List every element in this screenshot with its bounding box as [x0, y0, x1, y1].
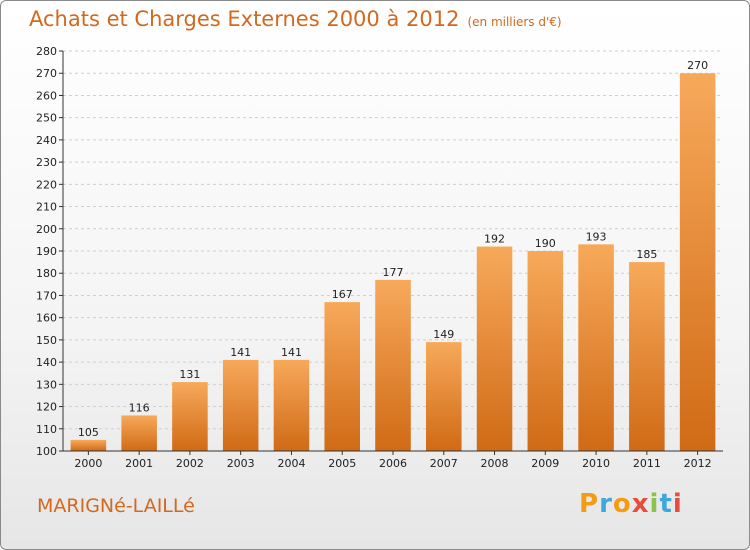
y-tick-label: 120: [36, 401, 57, 414]
y-tick-label: 100: [36, 445, 57, 458]
chart-unit: (en milliers d'€): [467, 15, 562, 29]
y-tick-label: 260: [36, 89, 57, 102]
x-tick-label: 2001: [125, 457, 153, 470]
y-tick-label: 200: [36, 223, 57, 236]
chart-title-text: Achats et Charges Externes 2000 à 2012: [29, 7, 460, 31]
x-tick-label: 2004: [277, 457, 305, 470]
y-tick-label: 210: [36, 201, 57, 214]
proxiti-logo: Proxiti: [579, 489, 683, 519]
bar-value-label: 185: [636, 248, 657, 261]
y-tick-label: 180: [36, 267, 57, 280]
bar-value-label: 141: [281, 346, 302, 359]
logo-letter: i: [672, 489, 683, 519]
y-tick-label: 240: [36, 134, 57, 147]
bar-value-label: 190: [535, 237, 556, 250]
x-axis-tick-labels: 2000 2001 2002 2003 2004 2005 2006 2007 2008 2009…: [74, 451, 712, 470]
bar-value-label: 270: [687, 59, 708, 72]
logo-letter: r: [599, 489, 613, 519]
x-tick-label: 2000: [74, 457, 102, 470]
y-tick-label: 270: [36, 67, 57, 80]
bar: [679, 73, 716, 451]
x-tick-label: 2007: [430, 457, 458, 470]
bar-value-label: 192: [484, 233, 505, 246]
bar-value-label: 177: [383, 266, 404, 279]
bar-value-label: 131: [179, 368, 200, 381]
x-tick-label: 2003: [227, 457, 255, 470]
bars: [70, 73, 716, 451]
x-tick-label: 2006: [379, 457, 407, 470]
y-tick-label: 110: [36, 423, 57, 436]
y-tick-label: 220: [36, 178, 57, 191]
bar: [527, 251, 564, 451]
y-tick-label: 280: [36, 45, 57, 58]
bar: [324, 302, 360, 451]
bar: [273, 359, 310, 451]
x-tick-label: 2009: [531, 457, 559, 470]
bar-value-label: 105: [78, 426, 99, 439]
bar-value-label: 193: [586, 230, 607, 243]
bar-value-label: 116: [129, 401, 150, 414]
logo-letter: t: [659, 489, 673, 519]
commune-name: MARIGNé-LAILLé: [37, 495, 195, 517]
logo-letter: i: [649, 489, 660, 519]
chart-title: Achats et Charges Externes 2000 à 2012 (e…: [29, 7, 562, 31]
y-tick-label: 140: [36, 356, 57, 369]
bar: [222, 359, 259, 451]
bar: [172, 382, 208, 451]
bar: [121, 415, 157, 451]
y-tick-label: 170: [36, 289, 57, 302]
bar-value-label: 167: [332, 288, 353, 301]
logo-letter: x: [631, 489, 650, 519]
y-tick-label: 190: [36, 245, 57, 258]
y-tick-label: 250: [36, 112, 57, 125]
bar: [476, 246, 513, 451]
x-tick-label: 2008: [481, 457, 509, 470]
y-tick-label: 130: [36, 378, 57, 391]
y-tick-label: 160: [36, 312, 57, 325]
logo-letter: P: [579, 489, 600, 519]
x-tick-label: 2012: [684, 457, 712, 470]
bar: [426, 342, 462, 451]
bar: [375, 279, 411, 451]
bar-value-label: 149: [433, 328, 454, 341]
y-axis-tick-labels: 100 110 120 130 140 150 160 170 180 190 200 210 220 2…: [36, 45, 57, 458]
bar: [629, 262, 665, 451]
x-tick-label: 2002: [176, 457, 204, 470]
x-tick-label: 2011: [633, 457, 661, 470]
x-tick-label: 2010: [582, 457, 610, 470]
bar-value-labels: 105 116 131 141 141 167 177 149 192 190 193 185 270: [78, 59, 708, 439]
bar-value-label: 141: [230, 346, 251, 359]
axes: [62, 51, 723, 452]
bar: [578, 244, 614, 451]
x-tick-label: 2005: [328, 457, 356, 470]
y-tick-label: 230: [36, 156, 57, 169]
logo-letter: o: [612, 489, 632, 519]
y-tick-label: 150: [36, 334, 57, 347]
bar: [70, 439, 107, 451]
